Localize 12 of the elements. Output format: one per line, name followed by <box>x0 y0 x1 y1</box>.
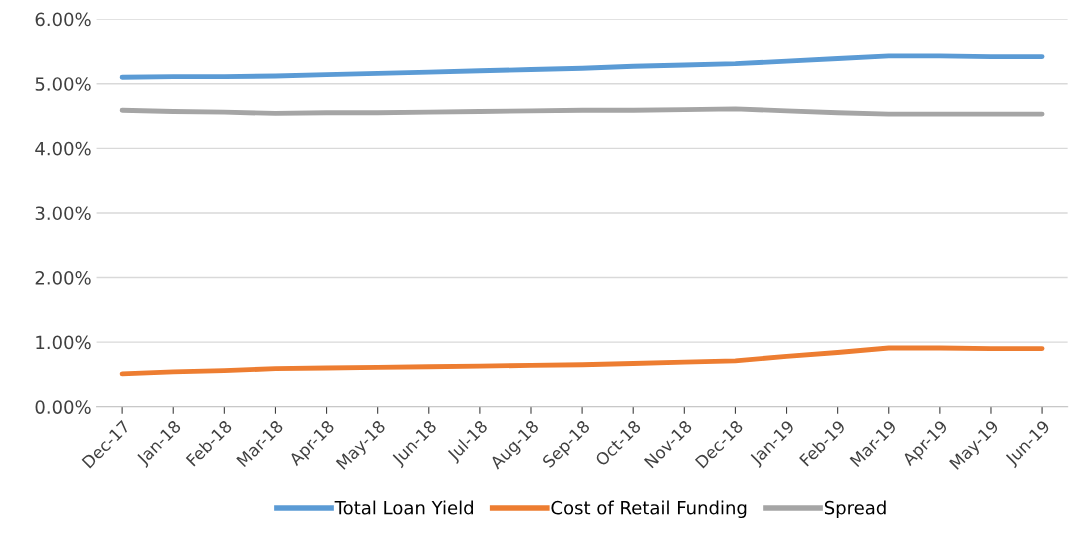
legend-label: Spread <box>824 500 886 519</box>
y-tick-label: 4.00% <box>35 141 91 156</box>
y-tick-label: 2.00% <box>35 271 91 285</box>
y-tick-label: 0.00% <box>35 400 91 414</box>
y-tick-label: 6.00% <box>35 12 91 27</box>
y-tick-label: 5.00% <box>35 77 91 91</box>
y-tick-label: 3.00% <box>35 206 91 221</box>
line-series <box>119 345 1045 377</box>
y-tick-label: 1.00% <box>36 335 91 350</box>
legend-label: Cost of Retail Funding <box>551 500 747 519</box>
line-series <box>119 53 1045 80</box>
legend-label: Total Loan Yield <box>334 500 473 515</box>
